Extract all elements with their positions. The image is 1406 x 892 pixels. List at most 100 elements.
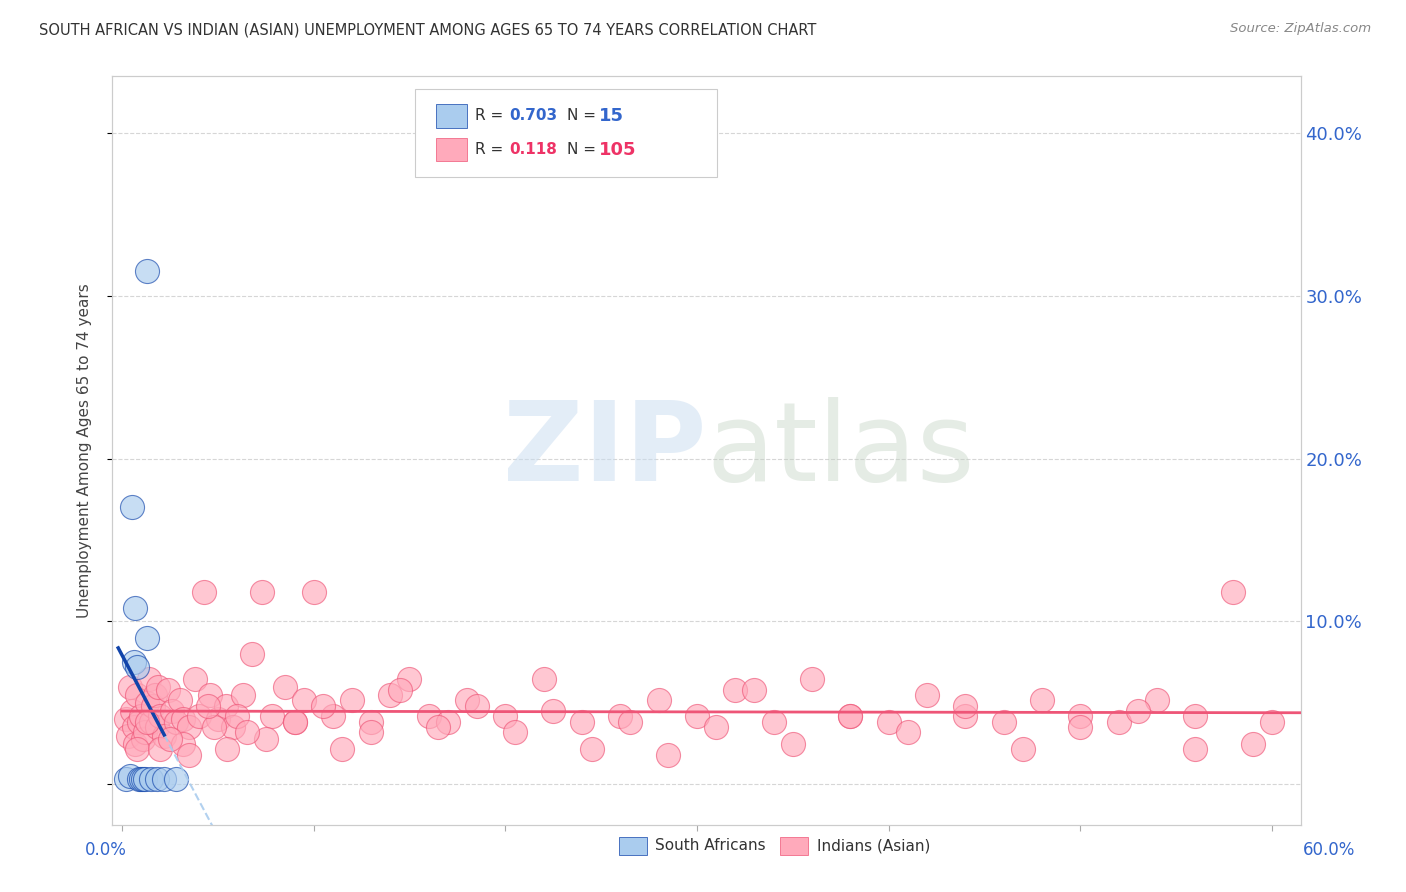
- Point: [1184, 709, 1206, 723]
- Point: [1011, 741, 1033, 756]
- Point: [142, 699, 165, 714]
- Point: [129, 772, 152, 787]
- Point: [169, 692, 191, 706]
- Point: [360, 725, 382, 739]
- Point: [172, 712, 194, 726]
- Point: [128, 715, 150, 730]
- Point: [129, 709, 152, 723]
- Point: [235, 725, 257, 739]
- Text: N =: N =: [567, 143, 600, 157]
- Point: [380, 688, 402, 702]
- Point: [136, 631, 159, 645]
- Point: [132, 731, 155, 746]
- Point: [232, 688, 254, 702]
- Point: [136, 696, 159, 710]
- Point: [915, 688, 938, 702]
- Point: [302, 585, 325, 599]
- Text: atlas: atlas: [707, 397, 974, 504]
- Text: 60.0%: 60.0%: [1302, 840, 1355, 858]
- Point: [117, 729, 139, 743]
- Point: [609, 709, 631, 723]
- Point: [124, 601, 146, 615]
- Point: [541, 704, 564, 718]
- Point: [274, 680, 297, 694]
- Point: [226, 709, 249, 723]
- Point: [160, 704, 183, 718]
- Point: [322, 709, 344, 723]
- Point: [503, 725, 526, 739]
- Point: [292, 692, 315, 706]
- Point: [153, 772, 176, 787]
- Point: [1261, 715, 1284, 730]
- Y-axis label: Unemployment Among Ages 65 to 74 years: Unemployment Among Ages 65 to 74 years: [77, 283, 91, 618]
- Point: [122, 655, 145, 669]
- Point: [165, 772, 187, 787]
- Point: [121, 500, 143, 515]
- Point: [388, 682, 411, 697]
- Point: [762, 715, 785, 730]
- Point: [332, 741, 354, 756]
- Point: [179, 747, 201, 762]
- Text: SOUTH AFRICAN VS INDIAN (ASIAN) UNEMPLOYMENT AMONG AGES 65 TO 74 YEARS CORRELATI: SOUTH AFRICAN VS INDIAN (ASIAN) UNEMPLOY…: [39, 22, 817, 37]
- Point: [953, 709, 976, 723]
- Text: 105: 105: [599, 141, 637, 159]
- Point: [143, 688, 166, 702]
- Point: [149, 741, 172, 756]
- Point: [360, 715, 382, 730]
- Point: [148, 680, 170, 694]
- Point: [953, 699, 976, 714]
- Point: [782, 737, 804, 751]
- Text: Indians (Asian): Indians (Asian): [817, 838, 931, 853]
- Point: [1031, 692, 1053, 706]
- Point: [207, 712, 229, 726]
- Point: [128, 772, 150, 787]
- Point: [897, 725, 920, 739]
- Text: ZIP: ZIP: [503, 397, 707, 504]
- Point: [1108, 715, 1130, 730]
- Point: [800, 672, 823, 686]
- Point: [1146, 692, 1168, 706]
- Point: [157, 682, 180, 697]
- Point: [993, 715, 1015, 730]
- Text: South Africans: South Africans: [655, 838, 766, 853]
- Text: R =: R =: [475, 143, 513, 157]
- Point: [197, 699, 219, 714]
- Point: [465, 699, 488, 714]
- Point: [312, 699, 335, 714]
- Point: [138, 672, 160, 686]
- Point: [118, 769, 141, 783]
- Point: [456, 692, 478, 706]
- Point: [340, 692, 363, 706]
- Point: [839, 709, 862, 723]
- Point: [124, 737, 146, 751]
- Point: [118, 680, 141, 694]
- Point: [260, 709, 283, 723]
- Point: [127, 660, 149, 674]
- Point: [134, 725, 156, 739]
- Point: [657, 747, 679, 762]
- Point: [153, 729, 176, 743]
- Point: [571, 715, 593, 730]
- Text: 0.118: 0.118: [509, 143, 557, 157]
- Point: [250, 585, 273, 599]
- Point: [159, 731, 181, 746]
- Point: [172, 737, 194, 751]
- Point: [193, 585, 215, 599]
- Point: [427, 720, 450, 734]
- Point: [619, 715, 641, 730]
- Point: [283, 715, 305, 730]
- Point: [1069, 709, 1091, 723]
- Point: [145, 772, 167, 787]
- Point: [283, 715, 305, 730]
- Point: [724, 682, 747, 697]
- Point: [121, 704, 143, 718]
- Point: [179, 720, 201, 734]
- Text: 0.0%: 0.0%: [84, 840, 127, 858]
- Point: [704, 720, 727, 734]
- Point: [877, 715, 900, 730]
- Point: [1241, 737, 1264, 751]
- Point: [214, 699, 236, 714]
- Text: 0.703: 0.703: [509, 109, 557, 123]
- Point: [1184, 741, 1206, 756]
- Point: [139, 715, 162, 730]
